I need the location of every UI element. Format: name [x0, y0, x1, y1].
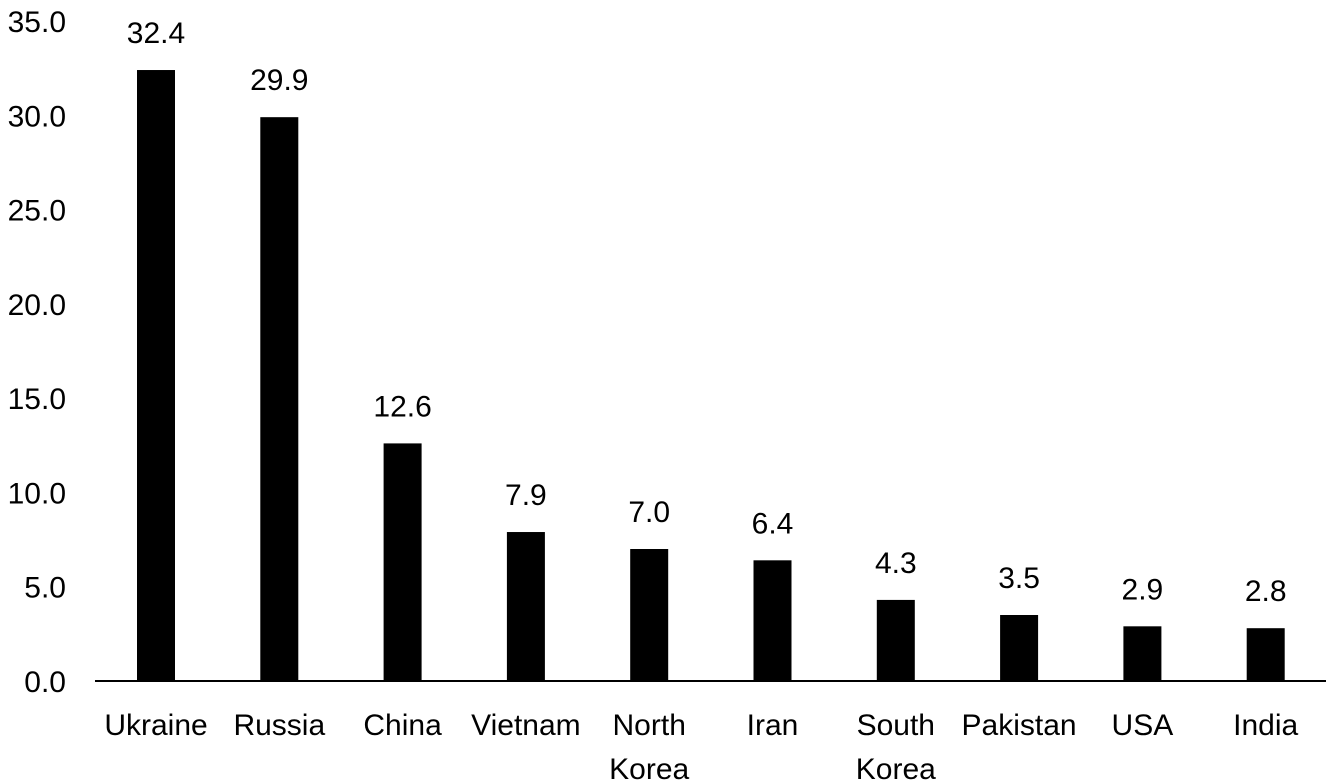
bar [753, 560, 792, 681]
value-labels: 32.4 29.9 12.6 7.9 7.0 6.4 4.3 3.5 2.9 2.8 [127, 17, 1287, 608]
x-tick-label: North Korea [609, 709, 689, 784]
y-tick-label: 10.0 [8, 477, 66, 510]
bar [876, 599, 915, 681]
data-label: 7.9 [505, 479, 547, 512]
x-tick-label: South Korea [856, 709, 936, 784]
data-label: 7.0 [628, 496, 670, 529]
y-tick-label: 25.0 [8, 195, 66, 228]
y-tick-label: 30.0 [8, 100, 66, 133]
data-label: 6.4 [752, 507, 794, 540]
y-axis-ticks: 0.0 5.0 10.0 15.0 20.0 25.0 30.0 35.0 [8, 6, 66, 699]
bar [630, 549, 669, 681]
y-tick-label: 5.0 [24, 572, 66, 605]
data-label: 3.5 [998, 562, 1040, 595]
data-label: 12.6 [373, 390, 431, 423]
x-tick-label: China [363, 709, 442, 742]
y-tick-label: 15.0 [8, 383, 66, 416]
category-labels: Ukraine Russia China Vietnam North Korea Iran S… [104, 709, 1298, 784]
x-tick-label: Pakistan [962, 709, 1077, 742]
bar [1000, 615, 1039, 681]
bar [383, 443, 422, 681]
x-tick-label: Vietnam [471, 709, 581, 742]
bar [1246, 628, 1285, 681]
x-tick-label: Russia [233, 709, 325, 742]
bar [1123, 626, 1162, 681]
y-tick-label: 0.0 [24, 666, 66, 699]
bar [260, 117, 299, 681]
data-label: 2.8 [1245, 575, 1287, 608]
y-tick-label: 35.0 [8, 6, 66, 39]
data-label: 2.9 [1122, 573, 1164, 606]
y-tick-label: 20.0 [8, 289, 66, 322]
x-tick-label: Ukraine [104, 709, 207, 742]
bar [137, 70, 175, 682]
bar [506, 532, 545, 681]
x-tick-label: India [1233, 709, 1298, 742]
data-label: 32.4 [127, 17, 185, 50]
x-tick-label: USA [1112, 709, 1174, 742]
data-label: 29.9 [250, 64, 308, 97]
x-tick-label: Iran [747, 709, 799, 742]
data-label: 4.3 [875, 547, 917, 580]
bars [137, 70, 1285, 682]
